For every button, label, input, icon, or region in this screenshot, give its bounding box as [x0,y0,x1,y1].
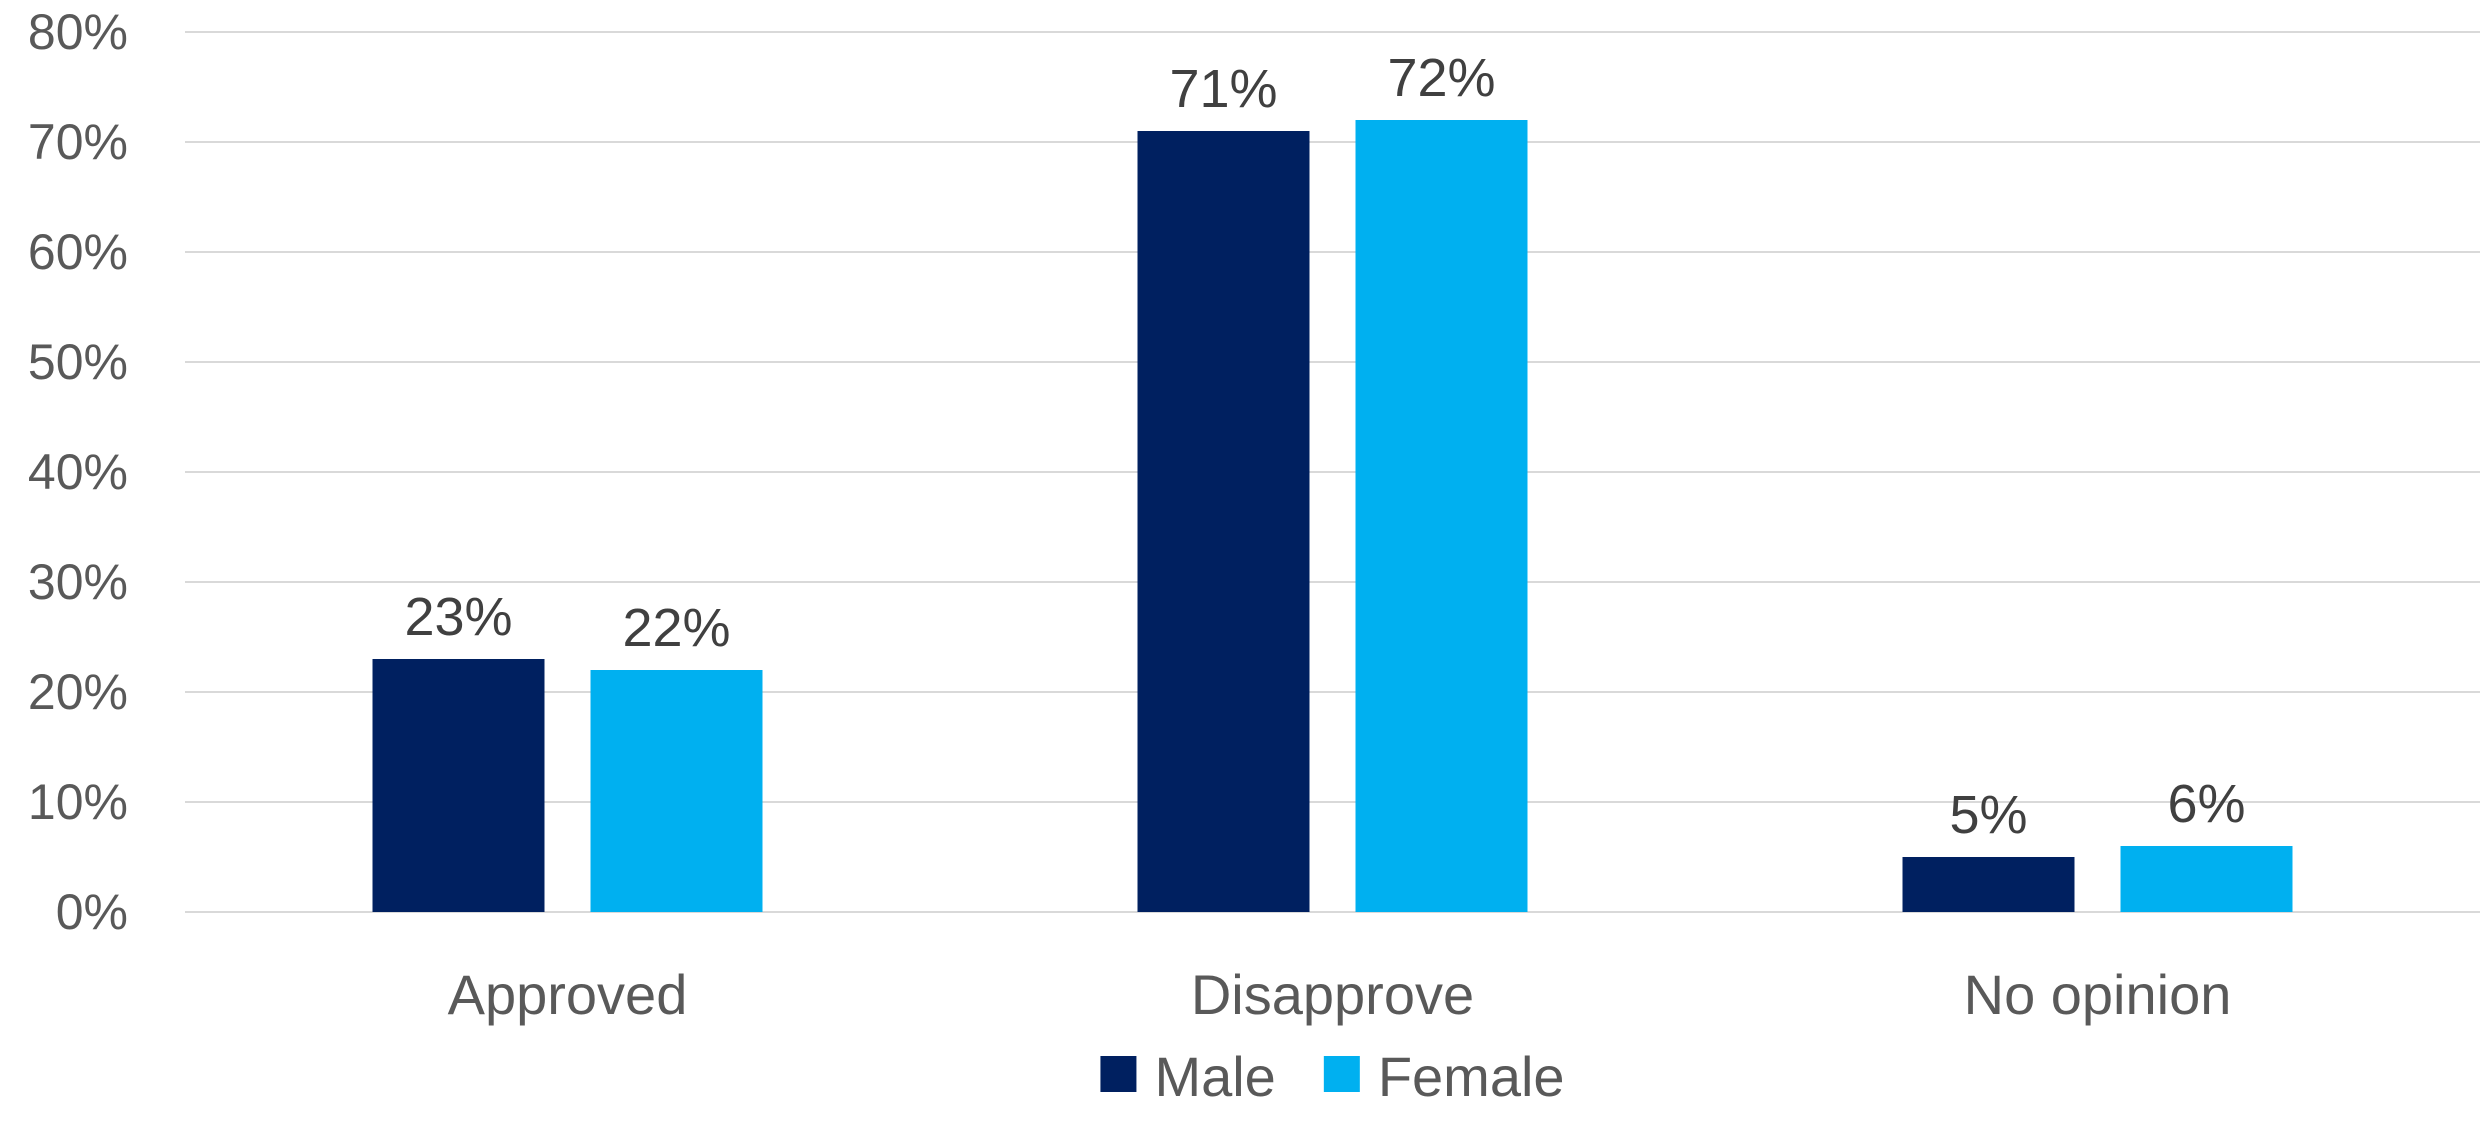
y-tick-label: 10% [28,774,128,830]
data-label: 22% [622,598,730,658]
y-tick-label: 30% [28,554,128,610]
y-tick-label: 40% [28,444,128,500]
bars [372,120,2293,912]
gridlines [185,31,2480,913]
legend-swatch-female [1323,1056,1360,1092]
bar-male-disapprove [1137,131,1310,912]
y-tick-label: 70% [28,114,128,170]
data-labels: 23% 22% 71% 72% 5% 6% [404,48,2245,845]
bar-female-disapprove [1355,120,1528,912]
bar-female-approved [590,670,763,912]
data-label: 23% [404,587,512,647]
category-label: Disapprove [1191,963,1474,1026]
legend-label-female: Female [1378,1045,1565,1108]
bar-male-approved [372,659,545,912]
legend-label-male: Male [1154,1045,1275,1108]
category-label: No opinion [1964,963,2232,1026]
y-tick-label: 0% [56,884,128,940]
data-label: 5% [1949,785,2027,845]
category-label: Approved [448,963,688,1026]
bar-female-no-opinion [2120,846,2293,912]
x-axis-category-labels: Approved Disapprove No opinion [448,963,2232,1026]
y-axis-tick-labels: 0% 10% 20% 30% 40% 50% 60% 70% 80% [28,4,128,940]
data-label: 71% [1169,59,1277,119]
data-label: 6% [2167,774,2245,834]
y-tick-label: 60% [28,224,128,280]
y-tick-label: 20% [28,664,128,720]
data-label: 72% [1387,48,1495,108]
legend-swatch-male [1100,1056,1137,1092]
legend: Male Female [1100,1045,1565,1108]
y-tick-label: 50% [28,334,128,390]
bar-male-no-opinion [1902,857,2075,912]
y-tick-label: 80% [28,4,128,60]
